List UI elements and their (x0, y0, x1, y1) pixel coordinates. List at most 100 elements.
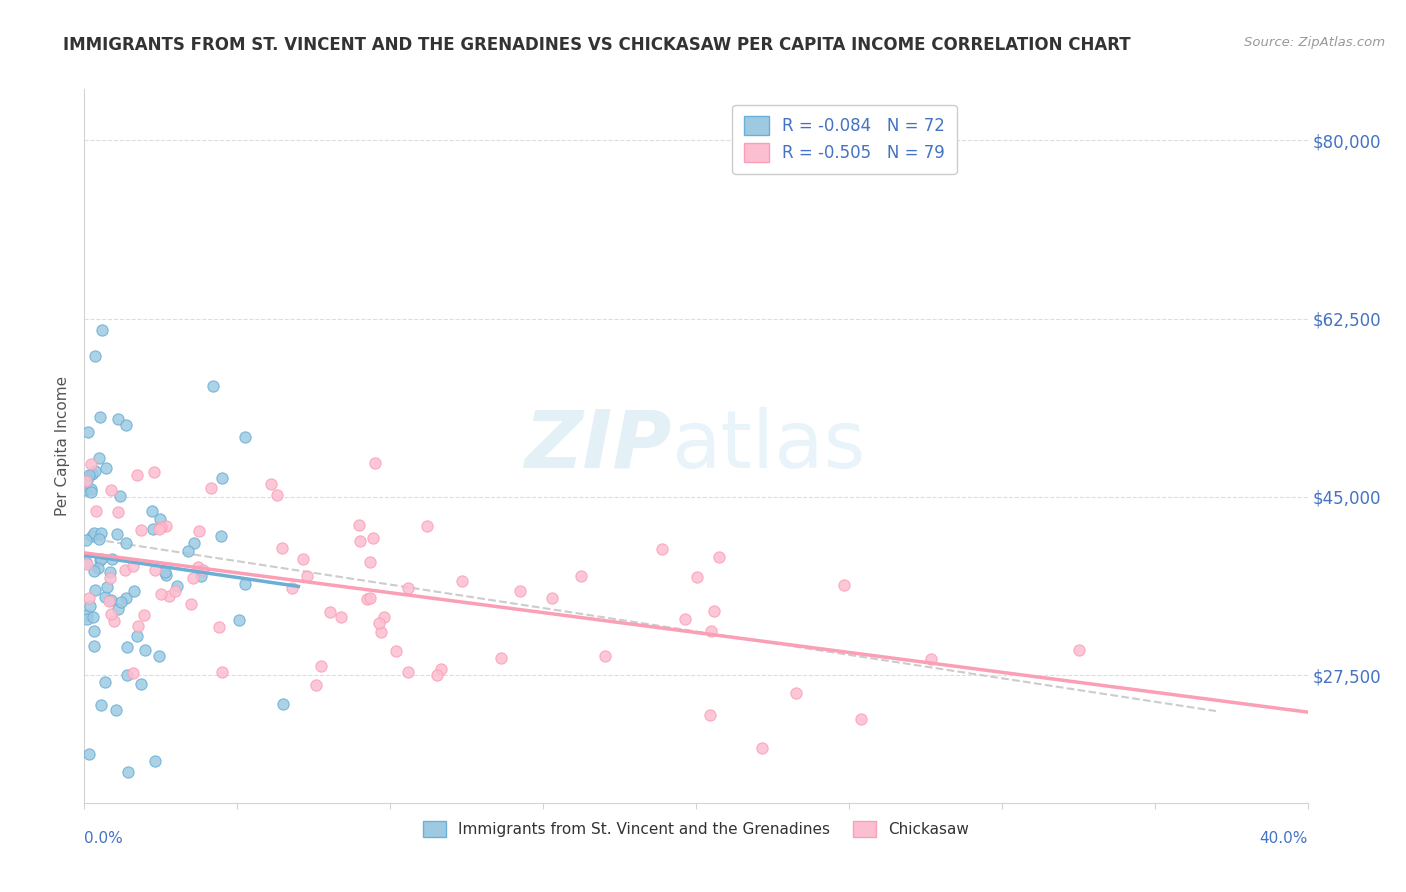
Point (155, 565, 177, 579)
Point (101, 552, 124, 566)
Point (489, 651, 512, 665)
Point (233, 577, 256, 591)
Point (191, 563, 214, 577)
Point (77, 591, 100, 605)
Point (347, 517, 370, 532)
Point (84, 464, 107, 478)
Point (349, 533, 371, 548)
Point (122, 666, 145, 681)
Point (699, 624, 721, 638)
Point (319, 605, 342, 619)
Point (176, 544, 198, 558)
Point (83, 582, 105, 597)
Point (356, 591, 378, 606)
Point (359, 555, 381, 569)
Point (75, 474, 97, 488)
Point (569, 569, 592, 583)
Point (155, 568, 177, 582)
Point (129, 677, 152, 691)
Point (368, 615, 391, 630)
Point (83, 624, 105, 638)
Point (143, 465, 166, 479)
Point (209, 529, 232, 543)
Point (104, 703, 127, 717)
Point (115, 591, 138, 606)
Point (920, 652, 942, 666)
Point (89, 409, 111, 424)
Point (270, 541, 292, 556)
Point (80, 484, 103, 499)
Point (703, 604, 725, 618)
Point (103, 615, 125, 629)
Point (849, 712, 872, 726)
Point (751, 741, 773, 756)
Point (451, 574, 474, 589)
Point (541, 591, 564, 605)
Point (115, 668, 138, 682)
Point (76, 607, 98, 622)
Point (699, 708, 721, 723)
Point (211, 471, 233, 485)
Point (281, 581, 304, 595)
Point (107, 602, 129, 616)
Point (77, 425, 100, 440)
Point (180, 598, 202, 612)
Point (107, 412, 129, 426)
Point (80, 482, 103, 496)
Point (396, 665, 419, 679)
Point (188, 524, 211, 538)
Point (93, 674, 115, 689)
Point (228, 613, 250, 627)
Point (361, 532, 384, 546)
Point (149, 511, 172, 525)
Point (143, 563, 166, 577)
Point (166, 579, 188, 593)
Point (91, 323, 114, 337)
Point (77, 747, 100, 761)
Point (233, 430, 256, 444)
Point (80, 457, 103, 471)
Point (150, 587, 173, 601)
Point (266, 488, 288, 502)
Point (190, 568, 212, 582)
Point (1067, 643, 1090, 657)
Point (127, 629, 149, 643)
Point (309, 659, 332, 673)
Point (122, 584, 145, 599)
Point (114, 562, 136, 576)
Point (98, 565, 121, 579)
Point (83, 526, 105, 541)
Point (143, 754, 166, 768)
Point (115, 536, 138, 550)
Point (370, 624, 392, 639)
Point (208, 620, 231, 634)
Point (183, 536, 205, 550)
Text: IMMIGRANTS FROM ST. VINCENT AND THE GRENADINES VS CHICKASAW PER CAPITA INCOME CO: IMMIGRANTS FROM ST. VINCENT AND THE GREN… (63, 36, 1130, 54)
Y-axis label: Per Capita Income: Per Capita Income (55, 376, 70, 516)
Point (82, 467, 104, 481)
Point (202, 378, 225, 392)
Point (90, 552, 112, 566)
Point (100, 593, 122, 607)
Point (82, 610, 104, 624)
Point (292, 552, 315, 566)
Point (127, 619, 149, 633)
Text: Source: ZipAtlas.com: Source: ZipAtlas.com (1244, 36, 1385, 49)
Text: atlas: atlas (672, 407, 866, 485)
Point (83, 564, 105, 578)
Point (416, 519, 439, 533)
Point (83, 349, 105, 363)
Point (330, 610, 353, 624)
Point (76, 473, 98, 487)
Point (90, 526, 112, 541)
Point (260, 476, 283, 491)
Point (100, 483, 122, 498)
Point (134, 642, 156, 657)
Point (181, 571, 204, 585)
Point (97, 593, 120, 607)
Point (96, 580, 118, 594)
Point (84, 504, 107, 518)
Point (373, 610, 395, 624)
Point (117, 640, 139, 654)
Point (148, 649, 170, 664)
